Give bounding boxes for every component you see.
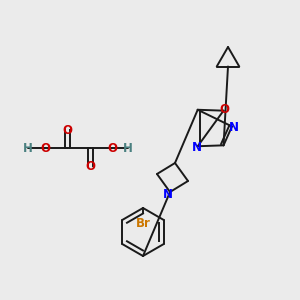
Text: O: O (107, 142, 117, 154)
Text: H: H (23, 142, 33, 154)
Text: N: N (192, 141, 202, 154)
Text: H: H (123, 142, 133, 154)
Text: Br: Br (136, 217, 150, 230)
Text: N: N (163, 188, 173, 200)
Text: O: O (220, 103, 230, 116)
Text: N: N (229, 121, 239, 134)
Text: O: O (62, 124, 72, 136)
Text: O: O (85, 160, 95, 172)
Text: O: O (40, 142, 50, 154)
